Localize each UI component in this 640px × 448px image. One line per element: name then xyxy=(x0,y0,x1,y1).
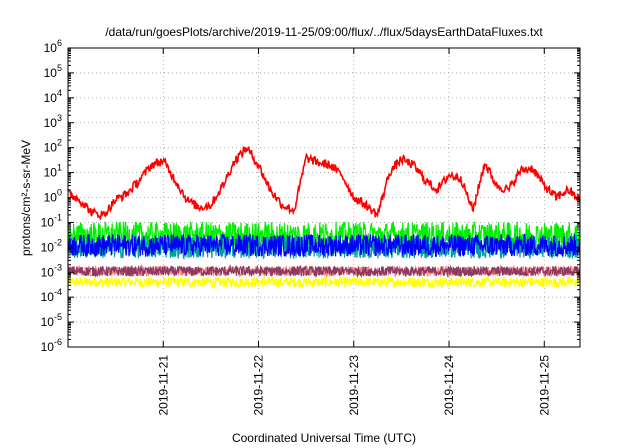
y-tick-label: 10-4 xyxy=(41,287,62,304)
series-line xyxy=(68,233,580,258)
x-tick-label: 2019-11-22 xyxy=(252,355,266,416)
y-tick-label: 100 xyxy=(44,188,62,205)
x-tick-label: 2019-11-23 xyxy=(347,355,361,416)
grid xyxy=(68,48,580,347)
y-axis-label: protons/cm²-s-sr-MeV xyxy=(19,140,33,256)
chart-title: /data/run/goesPlots/archive/2019-11-25/0… xyxy=(105,25,543,39)
x-tick-label: 2019-11-21 xyxy=(156,355,170,416)
axes: 10-6 10-5 10-4 10-3 10-2 10-1 100 101 102 103 104 1… xyxy=(41,38,581,416)
y-tick-label: 104 xyxy=(44,88,62,105)
y-tick-label: 105 xyxy=(44,63,62,80)
y-tick-label: 10-5 xyxy=(41,312,62,329)
y-tick-label: 103 xyxy=(44,113,62,130)
y-tick-label: 101 xyxy=(44,163,62,180)
y-axis-label-text: protons/cm²-s-sr-MeV xyxy=(19,140,33,256)
x-tick-label: 2019-11-25 xyxy=(537,355,551,416)
x-axis-label: Coordinated Universal Time (UTC) xyxy=(232,431,416,445)
y-tick-label: 10-2 xyxy=(41,237,62,254)
series-line xyxy=(68,145,580,221)
y-tick-label: 10-3 xyxy=(41,262,62,279)
y-tick-label: 106 xyxy=(44,38,62,55)
y-tick-label: 102 xyxy=(44,138,62,155)
series-line xyxy=(68,264,580,279)
y-tick-label: 10-6 xyxy=(41,337,62,354)
data-series xyxy=(68,145,580,290)
x-tick-label: 2019-11-24 xyxy=(442,355,456,416)
y-tick-label: 10-1 xyxy=(41,212,62,229)
series-line xyxy=(68,275,580,290)
